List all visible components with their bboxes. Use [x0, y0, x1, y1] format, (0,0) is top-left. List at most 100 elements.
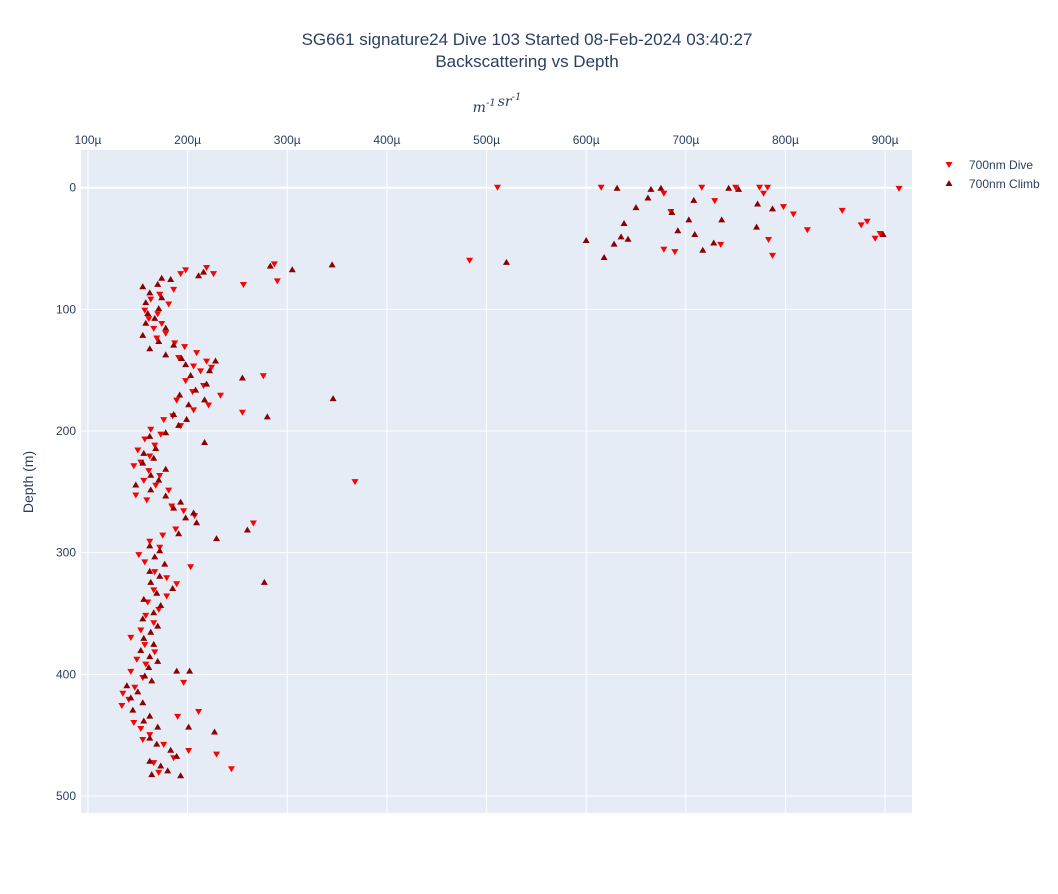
data-point[interactable]	[155, 606, 163, 613]
data-point[interactable]	[493, 184, 501, 191]
data-point[interactable]	[685, 216, 693, 223]
data-point[interactable]	[174, 713, 182, 720]
data-point[interactable]	[132, 481, 140, 488]
data-point[interactable]	[779, 204, 787, 211]
data-point[interactable]	[147, 486, 155, 493]
data-point[interactable]	[152, 445, 160, 452]
data-point[interactable]	[146, 712, 154, 719]
data-point[interactable]	[153, 335, 161, 342]
data-point[interactable]	[212, 357, 220, 364]
data-point[interactable]	[243, 526, 251, 533]
data-point[interactable]	[131, 684, 139, 691]
data-point[interactable]	[351, 479, 359, 486]
data-point[interactable]	[156, 547, 164, 554]
data-point[interactable]	[216, 392, 224, 399]
data-point[interactable]	[147, 296, 155, 303]
data-point[interactable]	[153, 740, 161, 747]
data-point[interactable]	[139, 331, 147, 338]
data-point[interactable]	[148, 677, 156, 684]
data-point[interactable]	[157, 762, 165, 769]
data-point[interactable]	[146, 432, 154, 439]
data-point[interactable]	[789, 211, 797, 218]
data-point[interactable]	[175, 355, 183, 362]
data-point[interactable]	[118, 702, 126, 709]
data-point[interactable]	[142, 661, 150, 668]
legend[interactable]: 700nm Dive 700nm Climb	[945, 158, 1041, 191]
data-point[interactable]	[183, 415, 191, 422]
data-point[interactable]	[139, 699, 147, 706]
data-point[interactable]	[260, 578, 268, 585]
data-point[interactable]	[154, 311, 162, 318]
data-point[interactable]	[147, 578, 155, 585]
data-point[interactable]	[178, 355, 186, 362]
data-point[interactable]	[157, 431, 165, 438]
data-point[interactable]	[710, 239, 718, 246]
data-point[interactable]	[211, 728, 219, 735]
data-point[interactable]	[674, 227, 682, 234]
data-point[interactable]	[162, 492, 170, 499]
data-point[interactable]	[466, 257, 474, 264]
data-point[interactable]	[170, 286, 178, 293]
data-point[interactable]	[597, 184, 605, 191]
data-point[interactable]	[182, 514, 190, 521]
data-point[interactable]	[238, 374, 246, 381]
data-point[interactable]	[725, 184, 733, 191]
data-point[interactable]	[735, 185, 743, 192]
data-point[interactable]	[192, 386, 200, 393]
data-point[interactable]	[190, 363, 198, 370]
data-point[interactable]	[177, 772, 185, 779]
data-point[interactable]	[127, 694, 135, 701]
data-point[interactable]	[624, 235, 632, 242]
data-point[interactable]	[177, 498, 185, 505]
data-point[interactable]	[259, 373, 267, 380]
data-point[interactable]	[181, 344, 189, 351]
data-point[interactable]	[754, 200, 762, 207]
data-point[interactable]	[167, 275, 175, 282]
data-point[interactable]	[756, 184, 764, 191]
data-point[interactable]	[147, 628, 155, 635]
data-point[interactable]	[170, 341, 178, 348]
data-point[interactable]	[698, 184, 706, 191]
data-point[interactable]	[711, 198, 719, 205]
data-point[interactable]	[137, 646, 145, 653]
data-point[interactable]	[141, 436, 149, 443]
data-point[interactable]	[145, 468, 153, 475]
data-point[interactable]	[167, 746, 175, 753]
data-point[interactable]	[660, 246, 668, 253]
data-point[interactable]	[173, 667, 181, 674]
data-point[interactable]	[158, 294, 166, 301]
legend-item-climb[interactable]: 700nm Climb	[945, 177, 1041, 191]
data-point[interactable]	[165, 301, 173, 308]
data-point[interactable]	[717, 241, 725, 248]
data-point[interactable]	[141, 559, 149, 566]
data-point[interactable]	[132, 492, 140, 499]
data-point[interactable]	[185, 401, 193, 408]
data-point[interactable]	[185, 723, 193, 730]
data-point[interactable]	[879, 230, 887, 237]
data-point[interactable]	[175, 421, 183, 428]
data-point[interactable]	[238, 409, 246, 416]
data-point[interactable]	[139, 283, 147, 290]
data-point[interactable]	[213, 535, 221, 542]
data-point[interactable]	[613, 184, 621, 191]
data-point[interactable]	[176, 391, 184, 398]
data-point[interactable]	[162, 330, 170, 337]
data-point[interactable]	[151, 314, 159, 321]
data-point[interactable]	[146, 567, 154, 574]
data-point[interactable]	[617, 233, 625, 240]
data-point[interactable]	[155, 305, 163, 312]
data-point[interactable]	[146, 538, 154, 545]
data-point[interactable]	[146, 757, 154, 764]
data-point[interactable]	[182, 267, 190, 274]
data-point[interactable]	[177, 271, 185, 278]
data-point[interactable]	[145, 316, 153, 323]
data-point[interactable]	[273, 278, 281, 285]
data-point[interactable]	[668, 209, 676, 216]
data-point[interactable]	[165, 487, 173, 494]
data-point[interactable]	[139, 459, 147, 466]
data-point[interactable]	[162, 465, 170, 472]
data-point[interactable]	[185, 747, 193, 754]
data-point[interactable]	[266, 262, 274, 269]
data-point[interactable]	[127, 634, 135, 641]
data-point[interactable]	[137, 627, 145, 634]
